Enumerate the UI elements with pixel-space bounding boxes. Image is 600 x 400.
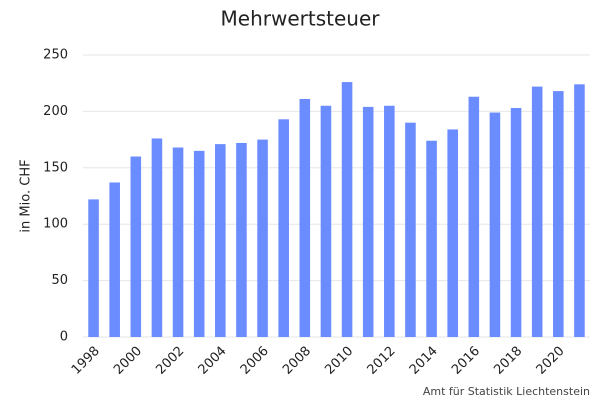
bar [341, 82, 353, 338]
x-tick-label: 2000 [111, 344, 145, 378]
y-axis-label: in Mio. CHF [19, 159, 34, 232]
bar [405, 122, 416, 338]
x-tick-label: 2008 [280, 344, 314, 378]
bar [447, 129, 458, 337]
bar [109, 182, 120, 337]
bar [278, 119, 289, 338]
bar [172, 147, 184, 337]
source: Amt für Statistik Liechtenstein [423, 385, 590, 398]
bar [320, 105, 332, 337]
y-tick-label: 0 [60, 330, 68, 345]
bar [553, 91, 564, 337]
bar [257, 139, 268, 337]
bar [384, 105, 395, 337]
bar [299, 98, 311, 337]
y-tick-label: 50 [51, 273, 68, 288]
chart-title: Mehrwertsteuer [221, 7, 381, 31]
bar [489, 112, 501, 337]
x-tick-label: 2006 [238, 344, 272, 378]
bar [215, 144, 226, 337]
bar [510, 108, 522, 338]
bar [426, 140, 437, 337]
x-tick-label: 2020 [534, 344, 568, 378]
x-tick-label: 2016 [449, 344, 483, 378]
x-tick-label: 2010 [322, 344, 356, 378]
bar [468, 96, 480, 338]
bar [130, 156, 142, 337]
bar [574, 84, 585, 337]
x-tick-label: 2014 [407, 344, 441, 378]
x-tick-label: 2002 [153, 344, 187, 378]
bar [88, 199, 99, 337]
x-tick-label: 1998 [69, 344, 103, 378]
y-tick-label: 250 [43, 48, 68, 63]
bar [193, 150, 205, 337]
y-tick-label: 150 [43, 160, 68, 175]
x-tick-label: 2004 [196, 344, 230, 378]
y-tick-label: 100 [43, 217, 68, 232]
bar [531, 86, 543, 337]
bar [151, 138, 163, 337]
x-tick-label: 2018 [491, 344, 525, 378]
bar [236, 142, 247, 337]
bar [362, 106, 374, 337]
y-tick-label: 200 [43, 104, 68, 119]
x-tick-label: 2012 [365, 344, 399, 378]
